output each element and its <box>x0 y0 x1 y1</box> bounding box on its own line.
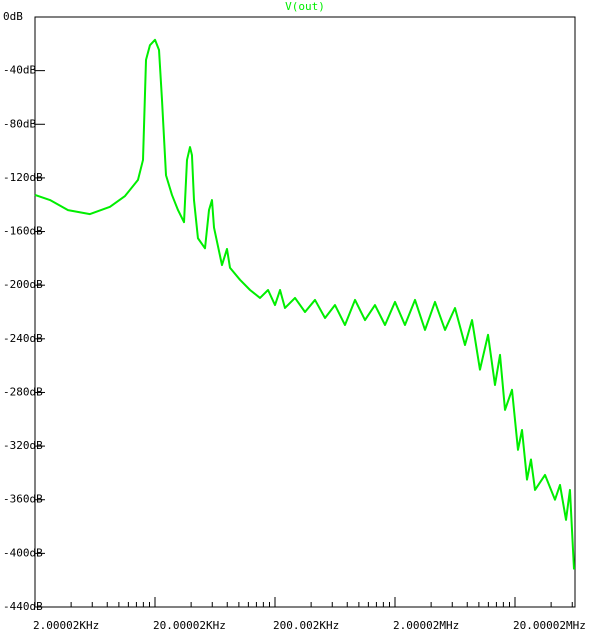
chart-title: V(out) <box>285 0 325 13</box>
y-tick-label: -160dB <box>3 225 43 238</box>
plot-frame <box>34 16 576 608</box>
y-tick-label: 0dB <box>3 10 23 23</box>
y-tick-label: -200dB <box>3 278 43 291</box>
y-tick-label: -40dB <box>3 64 36 77</box>
y-tick-label: -280dB <box>3 385 43 398</box>
x-tick-label: 2.00002MHz <box>393 619 459 632</box>
x-tick-label: 20.00002MHz <box>513 619 586 632</box>
y-tick-label: -80dB <box>3 117 36 130</box>
y-tick-label: -120dB <box>3 171 43 184</box>
x-tick-label: 2.00002KHz <box>33 619 99 632</box>
x-tick-label: 20.00002KHz <box>153 619 226 632</box>
y-tick-label: -400dB <box>3 546 43 559</box>
trace <box>34 38 576 570</box>
y-tick-label: -240dB <box>3 332 43 345</box>
x-tick-label: 200.002KHz <box>273 619 339 632</box>
y-tick-label: -440dB <box>3 600 43 613</box>
y-tick-label: -320dB <box>3 439 43 452</box>
y-tick-label: -360dB <box>3 493 43 506</box>
